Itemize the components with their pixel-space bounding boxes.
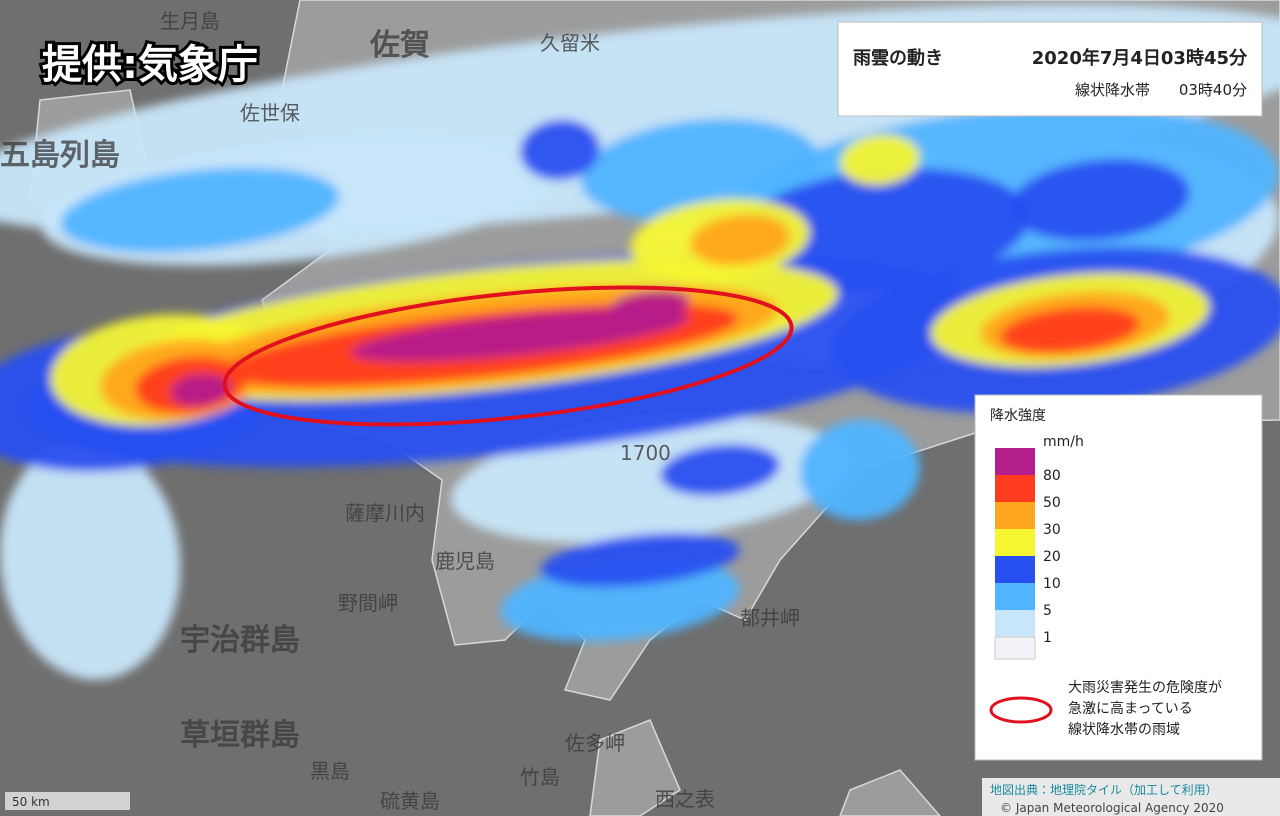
legend-title: 降水強度 xyxy=(990,408,1046,424)
rain-echo xyxy=(610,290,690,320)
rain-echo xyxy=(800,419,920,521)
info-panel xyxy=(837,21,1263,117)
place-label: 草垣群島 xyxy=(180,718,300,753)
place-label: 薩摩川内 xyxy=(345,501,425,525)
map-shape xyxy=(839,769,941,816)
place-label: 佐世保 xyxy=(240,101,300,125)
rain-echo xyxy=(580,118,820,222)
rain-echo xyxy=(1000,306,1140,354)
rain-echo xyxy=(690,214,790,266)
rain-echo xyxy=(660,444,780,496)
info-title: 雨雲の動き xyxy=(853,47,943,69)
place-label: 佐多岬 xyxy=(565,731,625,755)
legend-swatch xyxy=(995,448,1035,475)
place-label: 竹島 xyxy=(520,765,560,789)
copyright: © Japan Meteorological Agency 2020 xyxy=(1000,801,1224,815)
legend-band-note: 大雨災害発生の危険度が xyxy=(1068,680,1222,696)
legend: 降水強度 mm/h 80 50 30 20 10 5 1 大雨災害発生の危険度が急激に高まって… xyxy=(974,394,1263,761)
place-label: 都井岬 xyxy=(740,606,800,630)
info-datetime: 2020年7月4日03時45分 xyxy=(1032,47,1248,69)
rain-echo xyxy=(170,373,230,407)
scale-box xyxy=(5,792,130,810)
place-label: 鹿児島 xyxy=(435,549,495,573)
footer-box xyxy=(982,778,1280,816)
info-subtitle: 線状降水帯 xyxy=(1075,81,1150,99)
place-label: 西之表 xyxy=(655,787,715,811)
legend-band-note: 急激に高まっている xyxy=(1068,700,1193,717)
rain-echo xyxy=(60,167,340,253)
rain-echo xyxy=(540,533,740,587)
scale-bar: 50 km xyxy=(5,792,130,810)
legend-swatch xyxy=(995,610,1035,637)
place-label: 生月島 xyxy=(160,9,220,33)
place-label: 久留米 xyxy=(540,31,600,55)
legend-swatch xyxy=(995,529,1035,556)
legend-value: 80 xyxy=(1043,468,1061,484)
legend-unit: mm/h xyxy=(1043,434,1084,450)
rain-echo xyxy=(520,119,600,181)
map-source: 地図出典：地理院タイル（加工して利用） xyxy=(990,783,1218,797)
place-label: 宇治群島 xyxy=(180,623,300,658)
legend-value: 20 xyxy=(1043,549,1061,565)
place-label: 野間岬 xyxy=(338,591,398,615)
footer: 地図出典：地理院タイル（加工して利用） © Japan Meteorologic… xyxy=(982,778,1280,816)
info-box: 雨雲の動き 2020年7月4日03時45分 線状降水帯 03時40分 xyxy=(837,21,1263,117)
legend-swatch xyxy=(995,556,1035,583)
credit: 提供:気象庁 xyxy=(42,42,258,88)
place-label: 佐賀 xyxy=(369,28,430,63)
place-label: 黒島 xyxy=(310,759,350,783)
legend-swatch xyxy=(994,636,1036,660)
info-subtime: 03時40分 xyxy=(1179,81,1247,99)
legend-value: 10 xyxy=(1043,576,1061,592)
legend-band-icon xyxy=(989,696,1053,724)
scale-label: 50 km xyxy=(12,795,50,809)
legend-swatch xyxy=(995,502,1035,529)
legend-band-note: 線状降水帯の雨域 xyxy=(1068,722,1180,738)
legend-value: 1 xyxy=(1043,630,1052,646)
rain-echo xyxy=(350,308,690,362)
place-label: 硫黄島 xyxy=(380,789,440,813)
rain-echo xyxy=(840,134,920,186)
legend-swatch xyxy=(995,475,1035,502)
rain-echo xyxy=(0,440,181,680)
place-label: 五島列島 xyxy=(0,138,120,173)
legend-value: 5 xyxy=(1043,603,1052,619)
place-label: 1700 xyxy=(620,441,671,465)
legend-value: 30 xyxy=(1043,522,1061,538)
legend-swatch xyxy=(995,583,1035,610)
map-shape xyxy=(589,719,681,816)
band-outline xyxy=(222,285,794,427)
rain-echo xyxy=(1010,159,1190,241)
legend-value: 50 xyxy=(1043,495,1061,511)
rain-echo xyxy=(730,168,1030,292)
